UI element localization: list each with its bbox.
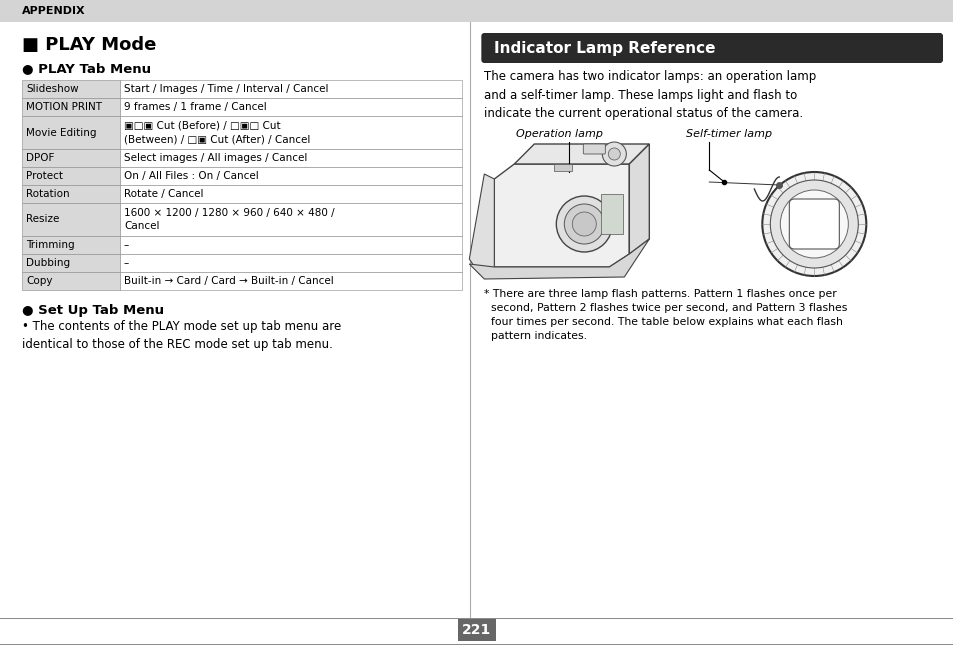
Bar bbox=[22, 236, 120, 254]
Text: On / All Files : On / Cancel: On / All Files : On / Cancel bbox=[124, 171, 258, 181]
Text: 9 frames / 1 frame / Cancel: 9 frames / 1 frame / Cancel bbox=[124, 102, 267, 112]
FancyBboxPatch shape bbox=[788, 199, 839, 249]
Bar bbox=[22, 167, 120, 185]
Polygon shape bbox=[469, 174, 494, 274]
Bar bbox=[120, 149, 462, 167]
Bar bbox=[22, 149, 120, 167]
Bar bbox=[22, 203, 120, 236]
Bar bbox=[22, 272, 120, 290]
Bar bbox=[22, 254, 120, 272]
Bar bbox=[22, 80, 120, 98]
Text: DPOF: DPOF bbox=[26, 153, 54, 163]
Circle shape bbox=[564, 204, 603, 244]
Text: –: – bbox=[124, 240, 129, 250]
Circle shape bbox=[556, 196, 612, 252]
Circle shape bbox=[761, 172, 865, 276]
Text: Rotate / Cancel: Rotate / Cancel bbox=[124, 189, 203, 199]
FancyBboxPatch shape bbox=[582, 144, 605, 154]
Bar bbox=[457, 619, 496, 641]
Polygon shape bbox=[469, 239, 649, 279]
Bar bbox=[554, 164, 572, 171]
Bar bbox=[120, 254, 462, 272]
Text: 1600 × 1200 / 1280 × 960 / 640 × 480 /: 1600 × 1200 / 1280 × 960 / 640 × 480 / bbox=[124, 208, 335, 218]
Text: Trimming: Trimming bbox=[26, 240, 74, 250]
Text: ● PLAY Tab Menu: ● PLAY Tab Menu bbox=[22, 62, 151, 75]
Bar bbox=[120, 98, 462, 116]
Text: MOTION PRINT: MOTION PRINT bbox=[26, 102, 102, 112]
Text: Resize: Resize bbox=[26, 214, 59, 225]
Bar bbox=[120, 80, 462, 98]
Polygon shape bbox=[514, 144, 649, 164]
Bar bbox=[22, 116, 120, 149]
Text: Start / Images / Time / Interval / Cancel: Start / Images / Time / Interval / Cance… bbox=[124, 84, 328, 94]
Polygon shape bbox=[494, 164, 629, 267]
Circle shape bbox=[601, 142, 626, 166]
Text: Operation lamp: Operation lamp bbox=[516, 129, 602, 139]
Text: ● Set Up Tab Menu: ● Set Up Tab Menu bbox=[22, 304, 164, 317]
Bar bbox=[120, 203, 462, 236]
Bar bbox=[120, 167, 462, 185]
Text: –: – bbox=[124, 258, 129, 268]
Bar bbox=[22, 98, 120, 116]
Circle shape bbox=[769, 180, 858, 268]
Text: Rotation: Rotation bbox=[26, 189, 70, 199]
Text: Select images / All images / Cancel: Select images / All images / Cancel bbox=[124, 153, 307, 163]
Bar bbox=[120, 116, 462, 149]
Text: Protect: Protect bbox=[26, 171, 63, 181]
FancyBboxPatch shape bbox=[481, 33, 942, 63]
Text: ▣□▣ Cut (Before) / □▣□ Cut: ▣□▣ Cut (Before) / □▣□ Cut bbox=[124, 121, 280, 131]
Bar bbox=[120, 185, 462, 203]
Bar bbox=[600, 194, 622, 234]
Text: Dubbing: Dubbing bbox=[26, 258, 71, 268]
Circle shape bbox=[780, 190, 847, 258]
Text: ■ PLAY Mode: ■ PLAY Mode bbox=[22, 36, 156, 54]
Text: Copy: Copy bbox=[26, 276, 52, 286]
Text: APPENDIX: APPENDIX bbox=[22, 6, 86, 16]
Text: (Between) / □▣ Cut (After) / Cancel: (Between) / □▣ Cut (After) / Cancel bbox=[124, 134, 310, 144]
Bar bbox=[0, 0, 953, 22]
Text: • The contents of the PLAY mode set up tab menu are
identical to those of the RE: • The contents of the PLAY mode set up t… bbox=[22, 320, 341, 351]
Text: Cancel: Cancel bbox=[124, 221, 159, 231]
Text: Indicator Lamp Reference: Indicator Lamp Reference bbox=[494, 41, 715, 56]
Text: The camera has two indicator lamps: an operation lamp
and a self-timer lamp. The: The camera has two indicator lamps: an o… bbox=[484, 70, 816, 120]
Text: Built-in → Card / Card → Built-in / Cancel: Built-in → Card / Card → Built-in / Canc… bbox=[124, 276, 334, 286]
Text: Movie Editing: Movie Editing bbox=[26, 127, 96, 138]
Text: * There are three lamp flash patterns. Pattern 1 flashes once per
  second, Patt: * There are three lamp flash patterns. P… bbox=[484, 289, 847, 341]
Polygon shape bbox=[629, 144, 649, 254]
Circle shape bbox=[572, 212, 596, 236]
Text: Slideshow: Slideshow bbox=[26, 84, 78, 94]
Text: Self-timer lamp: Self-timer lamp bbox=[685, 129, 772, 139]
Bar bbox=[22, 185, 120, 203]
Text: 221: 221 bbox=[462, 623, 491, 637]
Bar bbox=[120, 236, 462, 254]
Circle shape bbox=[608, 148, 619, 160]
Bar bbox=[120, 272, 462, 290]
